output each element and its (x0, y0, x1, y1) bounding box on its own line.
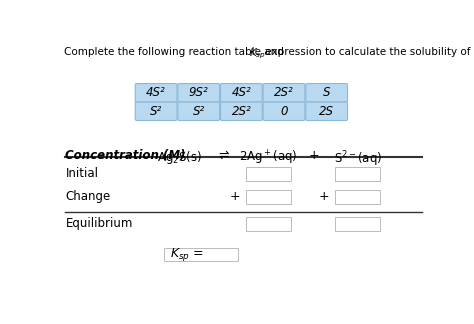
Text: 2S²: 2S² (274, 86, 294, 99)
Text: Change: Change (65, 190, 111, 203)
Text: Complete the following reaction table and: Complete the following reaction table an… (64, 47, 287, 57)
FancyBboxPatch shape (246, 190, 291, 204)
Text: 2Ag$^+$(aq): 2Ag$^+$(aq) (239, 149, 298, 167)
Text: S: S (323, 86, 330, 99)
Text: $K_{sp}$ =: $K_{sp}$ = (170, 246, 204, 263)
FancyBboxPatch shape (263, 102, 305, 121)
Text: +: + (308, 149, 319, 162)
FancyBboxPatch shape (306, 102, 347, 121)
Text: 0: 0 (280, 105, 288, 118)
FancyBboxPatch shape (335, 190, 380, 204)
FancyBboxPatch shape (335, 217, 380, 231)
FancyBboxPatch shape (263, 84, 305, 102)
Text: Equilibrium: Equilibrium (65, 217, 133, 230)
Text: 4S²: 4S² (231, 86, 251, 99)
FancyBboxPatch shape (220, 102, 262, 121)
FancyBboxPatch shape (220, 84, 262, 102)
Text: +: + (319, 190, 330, 203)
Text: 2S²: 2S² (231, 105, 251, 118)
FancyBboxPatch shape (335, 167, 380, 180)
Text: +: + (230, 190, 241, 203)
Text: S²: S² (150, 105, 162, 118)
FancyBboxPatch shape (178, 84, 219, 102)
Text: S$^{2-}$(aq): S$^{2-}$(aq) (334, 149, 382, 168)
Text: S²: S² (192, 105, 205, 118)
FancyBboxPatch shape (164, 248, 237, 261)
Text: 9S²: 9S² (189, 86, 209, 99)
FancyBboxPatch shape (246, 217, 291, 231)
Text: Ag$_2$S(s): Ag$_2$S(s) (157, 149, 202, 166)
FancyBboxPatch shape (135, 102, 177, 121)
Text: 4S²: 4S² (146, 86, 166, 99)
Text: 2S: 2S (319, 105, 334, 118)
Text: expression to calculate the solubility of silver sulfide.: expression to calculate the solubility o… (262, 47, 474, 57)
Text: ⇌: ⇌ (219, 149, 229, 162)
FancyBboxPatch shape (246, 167, 291, 180)
Text: Concentration (M): Concentration (M) (65, 149, 186, 162)
Text: Initial: Initial (65, 167, 99, 180)
FancyBboxPatch shape (178, 102, 219, 121)
FancyBboxPatch shape (306, 84, 347, 102)
Text: $K_{sp}$: $K_{sp}$ (249, 47, 266, 61)
FancyBboxPatch shape (135, 84, 177, 102)
